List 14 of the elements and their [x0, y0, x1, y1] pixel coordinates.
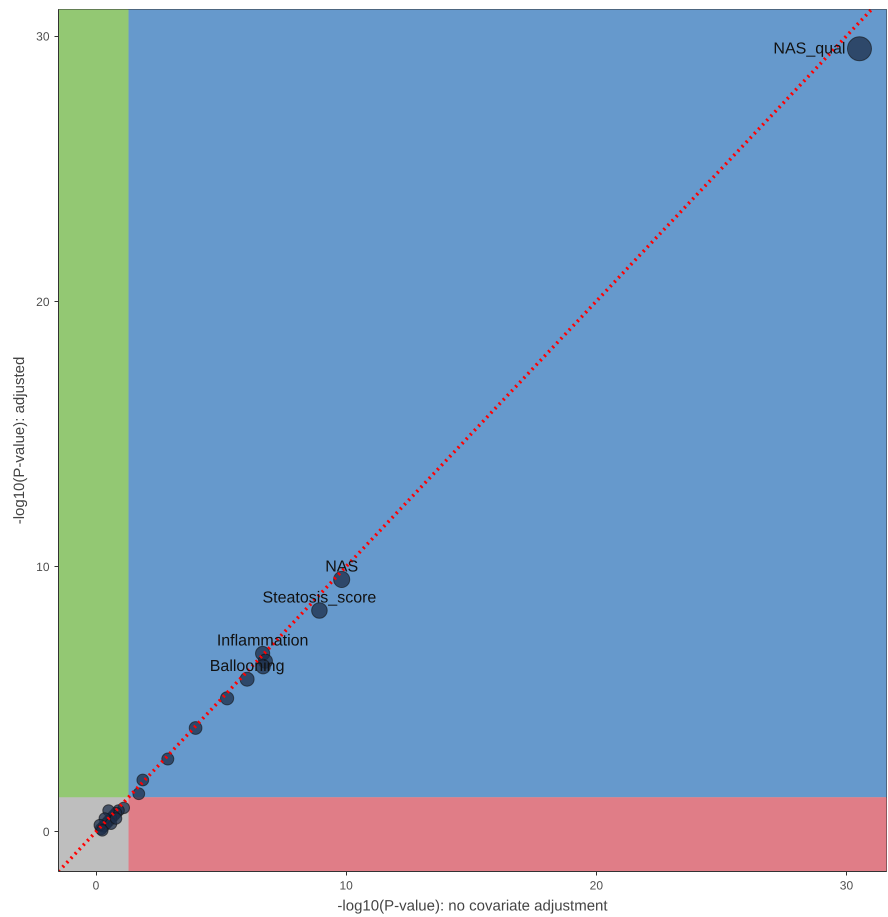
x-tick-label: 30	[840, 878, 854, 892]
annotation: NAS_qual	[773, 40, 846, 58]
x-tick-label: 20	[590, 878, 604, 892]
y-tick-label: 10	[36, 560, 50, 574]
y-tick-label: 30	[36, 30, 50, 44]
annotation: Inflammation	[216, 632, 308, 650]
y-tick-label: 0	[42, 825, 50, 840]
x-tick-label: 10	[340, 878, 354, 892]
annotation: NAS	[325, 558, 358, 576]
x-tick-label: 0	[92, 878, 100, 892]
y-axis-title: -log10(P-value): adjusted	[11, 356, 28, 524]
y-tick-label: 20	[36, 294, 50, 309]
x-axis-title: -log10(P-value): no covariate adjustment	[337, 898, 608, 914]
annotation: Steatosis_score	[262, 590, 376, 607]
